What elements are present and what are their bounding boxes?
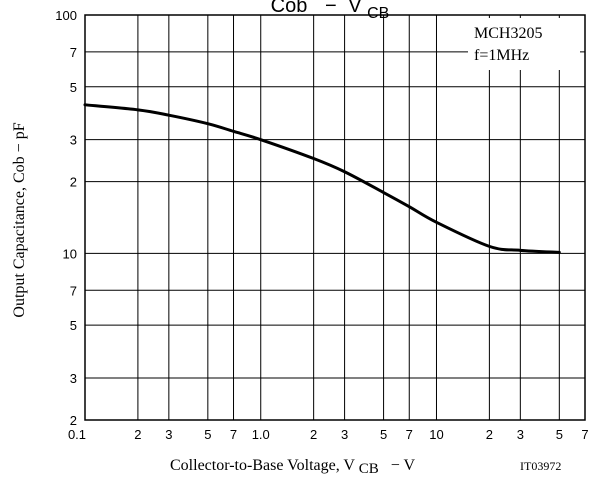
x-tick-label: 7 — [230, 427, 237, 442]
y-tick-label: 5 — [70, 318, 77, 333]
x-tick-labels: 0.1 2 3 5 7 1.0 2 3 5 7 10 2 3 5 7 — [68, 427, 589, 442]
y-axis-label: Output Capacitance, Cob − pF — [11, 122, 28, 317]
plot-frame — [84, 14, 586, 421]
x-tick-label: 1.0 — [252, 427, 270, 442]
x-tick-label: 2 — [486, 427, 493, 442]
x-tick-label: 3 — [517, 427, 524, 442]
x-tick-label: 5 — [556, 427, 563, 442]
chart-title: Cob − V CB — [271, 0, 390, 22]
legend-frequency: f=1MHz — [474, 47, 529, 64]
x-tick-label: 3 — [341, 427, 348, 442]
x-tick-label: 10 — [429, 427, 443, 442]
x-tick-label: 7 — [581, 427, 588, 442]
y-tick-label: 2 — [70, 413, 77, 428]
x-axis-label: Collector-to-Base Voltage, V CB − V — [170, 457, 415, 477]
series-line — [83, 103, 561, 254]
y-tick-label: 3 — [70, 133, 77, 148]
y-tick-label: 10 — [63, 246, 77, 261]
y-tick-label: 2 — [70, 175, 77, 190]
legend-box — [468, 18, 580, 70]
y-tick-label: 7 — [70, 283, 77, 298]
legend-part-number: MCH3205 — [474, 25, 542, 42]
x-tick-label: 5 — [204, 427, 211, 442]
y-tick-label: 100 — [55, 8, 77, 23]
x-tick-label: 7 — [406, 427, 413, 442]
x-tick-label: 3 — [165, 427, 172, 442]
x-tick-label: 2 — [134, 427, 141, 442]
x-tick-label: 0.1 — [68, 427, 86, 442]
grid-lines — [84, 14, 586, 421]
y-tick-label: 7 — [70, 45, 77, 60]
y-tick-label: 3 — [70, 371, 77, 386]
x-tick-label: 5 — [380, 427, 387, 442]
y-tick-label: 5 — [70, 80, 77, 95]
x-tick-label: 2 — [310, 427, 317, 442]
y-tick-labels: 2 3 5 7 10 2 3 5 7 100 — [55, 8, 77, 428]
figure-id: IT03972 — [520, 459, 561, 473]
